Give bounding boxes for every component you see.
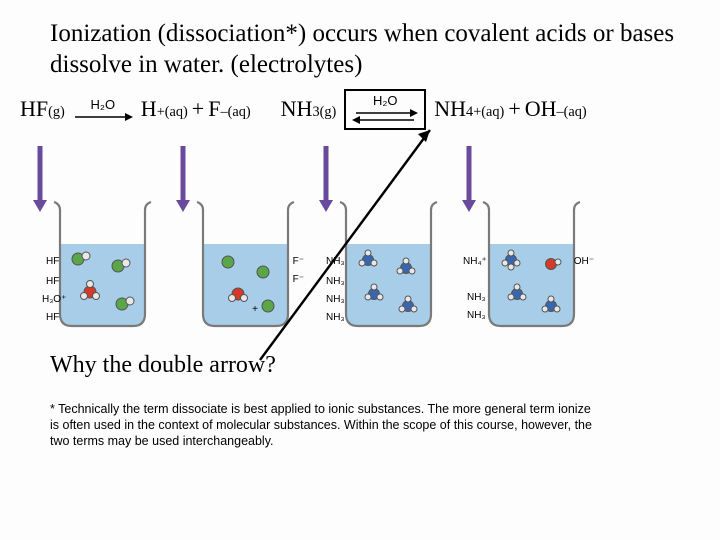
mol-label: NH₃ bbox=[326, 276, 345, 287]
eq1-p1: H+(aq) bbox=[141, 96, 188, 122]
mol-label: NH₃ bbox=[326, 256, 345, 267]
page-title: Ionization (dissociation*) occurs when c… bbox=[50, 18, 690, 81]
beaker-svg bbox=[183, 144, 308, 334]
eq2-p1: NH4+(aq) bbox=[434, 96, 504, 122]
eq2-plus: + bbox=[508, 96, 520, 122]
eq1-lhs: HF(g) bbox=[20, 96, 65, 122]
beaker-3: NH₃ NH₃ NH₃ NH₃ bbox=[326, 144, 451, 334]
equations-row: HF(g) H₂O H+(aq) + F–(aq) NH3(g) H₂O bbox=[20, 89, 690, 130]
mol-label: HF bbox=[46, 276, 59, 287]
mol-label: NH₄⁺ bbox=[463, 256, 487, 267]
beaker-svg bbox=[469, 144, 594, 334]
eq1-plus: + bbox=[192, 96, 204, 122]
beaker-4: NH₄⁺ OH⁻ NH₃ NH₃ bbox=[469, 144, 594, 334]
mol-label: NH₃ bbox=[326, 312, 345, 323]
beaker-svg bbox=[326, 144, 451, 334]
beaker-1: HF HF H₃O⁺ HF bbox=[40, 144, 165, 334]
mol-label: + bbox=[252, 304, 258, 315]
mol-label: OH⁻ bbox=[574, 256, 594, 267]
eq1-lhs-state: (g) bbox=[48, 104, 65, 121]
mol-label: HF bbox=[46, 312, 59, 323]
mol-label: NH₃ bbox=[467, 292, 486, 303]
mol-label: H₃O⁺ bbox=[42, 294, 66, 305]
eq1-p2: F–(aq) bbox=[208, 96, 250, 122]
eq2-lhs: NH3(g) bbox=[281, 96, 337, 122]
beaker-2: F⁻ F⁻ + bbox=[183, 144, 308, 334]
mol-label: HF bbox=[46, 256, 59, 267]
down-arrow-icon bbox=[174, 144, 192, 214]
eq2-double-arrow-box: H₂O bbox=[344, 89, 426, 130]
eq2-arrow-label: H₂O bbox=[373, 93, 398, 108]
down-arrow-icon bbox=[317, 144, 335, 214]
eq1-arrow-label: H₂O bbox=[91, 97, 116, 112]
beaker-svg bbox=[40, 144, 165, 334]
mol-label: F⁻ bbox=[293, 256, 304, 267]
beakers-row: HF HF H₃O⁺ HF F⁻ F⁻ bbox=[40, 144, 690, 334]
mol-label: F⁻ bbox=[293, 274, 304, 285]
right-arrow-icon bbox=[73, 112, 133, 122]
eq2-p2: OH–(aq) bbox=[525, 96, 587, 122]
footnote-text: * Technically the term dissociate is bes… bbox=[50, 401, 600, 450]
eq1-arrow: H₂O bbox=[73, 97, 133, 122]
down-arrow-icon bbox=[460, 144, 478, 214]
down-arrow-icon bbox=[31, 144, 49, 214]
question-text: Why the double arrow? bbox=[50, 352, 690, 379]
eq1-lhs-text: HF bbox=[20, 96, 48, 122]
mol-label: NH₃ bbox=[326, 294, 345, 305]
mol-label: NH₃ bbox=[467, 310, 486, 321]
double-arrow-icon bbox=[352, 108, 418, 124]
